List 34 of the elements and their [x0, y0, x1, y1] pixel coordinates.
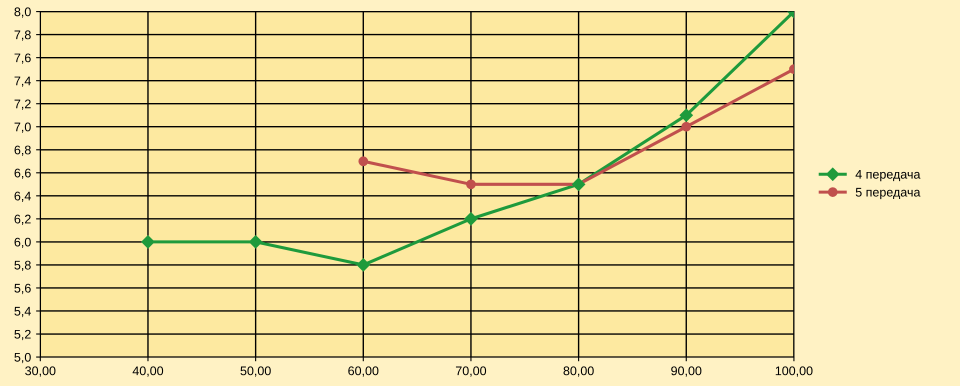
y-tick-label: 7,6 — [14, 53, 31, 64]
y-tick-label: 5,4 — [14, 306, 31, 318]
y-tick-label: 7,2 — [14, 100, 31, 110]
point — [356, 258, 370, 272]
point — [249, 235, 262, 248]
y-tick-label: 6,4 — [14, 192, 31, 202]
x-tick-label: 70,00 — [456, 366, 486, 377]
point — [681, 122, 692, 132]
point — [358, 156, 368, 166]
x-tick-label: 40,00 — [132, 366, 164, 377]
y-tick-label: 5,0 — [14, 352, 31, 364]
y-tick-label: 5,2 — [14, 330, 31, 340]
y-tick-label: 5,8 — [14, 260, 31, 272]
y-tick-label: 7,4 — [14, 76, 31, 87]
y-tick-label: 6,8 — [14, 146, 31, 156]
x-tick-label: 60,00 — [348, 366, 378, 377]
x-tick-label: 90,00 — [671, 366, 702, 377]
y-tick-label: 7,8 — [14, 30, 31, 41]
x-tick-label: 30,00 — [25, 366, 56, 377]
y-tick-label: 7,0 — [14, 122, 31, 133]
y-tick-label: 6,0 — [14, 238, 31, 248]
x-tick-label: 100,00 — [776, 366, 813, 377]
point — [464, 212, 478, 226]
y-tick-label: 6,2 — [14, 214, 31, 225]
y-tick-label: 6,6 — [14, 168, 31, 179]
point — [141, 235, 155, 248]
y-tick-label: 8,0 — [14, 7, 31, 18]
x-tick-label: 80,00 — [564, 366, 594, 377]
x-tick-label: 50,00 — [240, 366, 271, 377]
legend-label: 5 передача — [856, 188, 920, 200]
point — [680, 108, 693, 122]
y-tick-label: 5,6 — [14, 284, 31, 294]
point — [466, 179, 476, 190]
legend-label: 4 передача — [856, 170, 920, 182]
